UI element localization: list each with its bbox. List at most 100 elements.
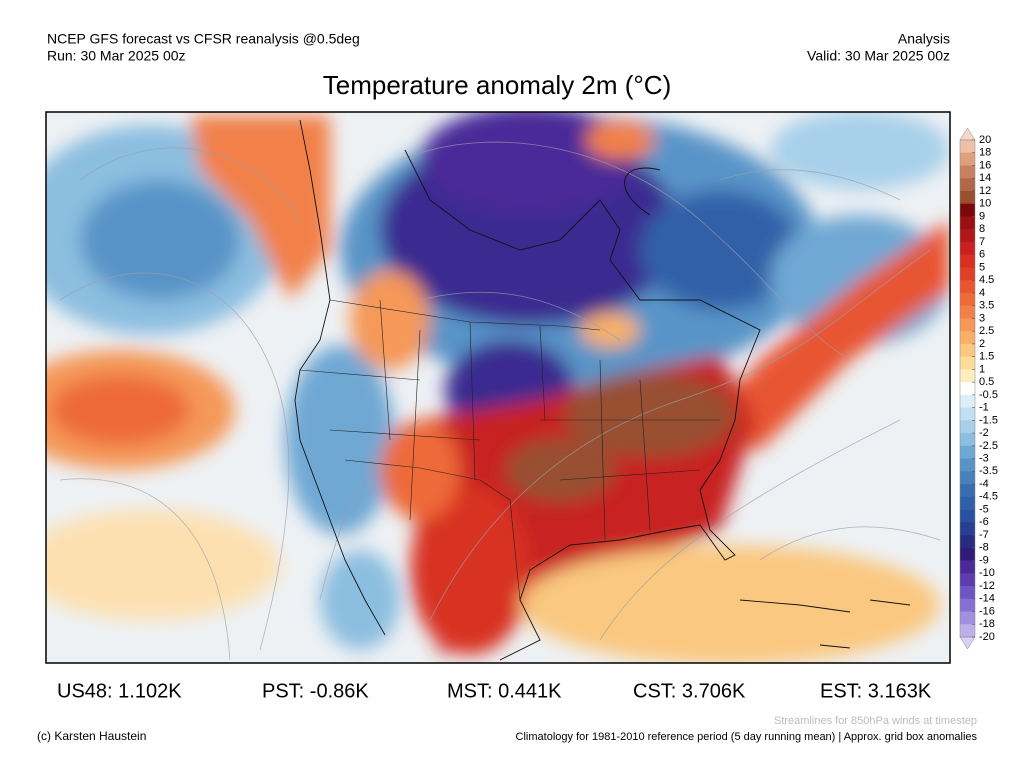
coastlines xyxy=(294,119,911,661)
colorbar-end xyxy=(959,636,976,650)
colorbar-label: 7 xyxy=(979,236,985,248)
colorbar-label: -16 xyxy=(979,605,995,617)
colorbar-swatch xyxy=(960,369,975,383)
colorbar-swatch xyxy=(960,611,975,625)
colorbar-swatch xyxy=(960,496,975,510)
colorbar-label: 10 xyxy=(979,198,991,210)
colorbar-label: -3 xyxy=(979,452,989,464)
colorbar-swatch xyxy=(960,586,975,600)
colorbar-end xyxy=(959,127,976,141)
colorbar-swatch xyxy=(960,535,975,549)
chart-title: Temperature anomaly 2m (°C) xyxy=(323,70,672,100)
colorbar-swatch xyxy=(960,445,975,459)
colorbar-label: 5 xyxy=(979,261,985,273)
header-right-1: Analysis xyxy=(898,31,950,47)
colorbar-swatch xyxy=(960,318,975,332)
colorbar-swatch xyxy=(960,394,975,408)
header-right-2: Valid: 30 Mar 2025 00z xyxy=(807,48,950,64)
colorbar-swatch xyxy=(960,292,975,306)
colorbar-label: 4.5 xyxy=(979,274,994,286)
colorbar-swatch xyxy=(960,624,975,638)
colorbar-swatch xyxy=(960,420,975,434)
colorbar-swatch xyxy=(960,305,975,319)
colorbar-label: -14 xyxy=(979,593,995,605)
colorbar-swatch xyxy=(960,484,975,498)
colorbar-swatch xyxy=(960,203,975,217)
colorbar-label: 2.5 xyxy=(979,325,994,337)
colorbar-label: -4 xyxy=(979,478,989,490)
colorbar-label: 1.5 xyxy=(979,351,994,363)
streamlines xyxy=(59,141,941,661)
colorbar-label: -1.5 xyxy=(979,414,998,426)
colorbar-label: -7 xyxy=(979,529,989,541)
colorbar-swatch xyxy=(960,140,975,154)
colorbar-swatch xyxy=(960,522,975,536)
stat-mst: MST: 0.441K xyxy=(447,680,562,702)
colorbar-swatch xyxy=(960,343,975,357)
colorbar-label: 2 xyxy=(979,338,985,350)
colorbar-swatch xyxy=(960,229,975,243)
colorbar-swatch xyxy=(960,178,975,192)
colorbar-label: -3.5 xyxy=(979,465,998,477)
colorbar-label: -12 xyxy=(979,580,995,592)
colorbar-swatch xyxy=(960,407,975,421)
streamlines-note: Streamlines for 850hPa winds at timestep xyxy=(774,715,977,727)
colorbar-label: -20 xyxy=(979,631,995,643)
colorbar-label: 16 xyxy=(979,159,991,171)
header-left-2: Run: 30 Mar 2025 00z xyxy=(47,48,186,64)
colorbar-label: 9 xyxy=(979,210,985,222)
colorbar-label: 1 xyxy=(979,363,985,375)
colorbar-label: 6 xyxy=(979,249,985,261)
colorbar-swatch xyxy=(960,165,975,179)
colorbar-swatch xyxy=(960,471,975,485)
colorbar-label: -10 xyxy=(979,567,995,579)
colorbar-frame xyxy=(959,139,976,638)
colorbar-label: 14 xyxy=(979,172,991,184)
colorbar-swatch xyxy=(960,216,975,230)
borders xyxy=(299,299,720,601)
colorbar-swatch xyxy=(960,382,975,396)
colorbar-label: 12 xyxy=(979,185,991,197)
stat-pst: PST: -0.86K xyxy=(262,680,369,702)
colorbar-swatch xyxy=(960,356,975,370)
colorbar-label: 20 xyxy=(979,134,991,146)
colorbar-swatch xyxy=(960,598,975,612)
stat-est: EST: 3.163K xyxy=(820,680,932,702)
map xyxy=(46,112,950,663)
stat-us48: US48: 1.102K xyxy=(57,680,182,702)
colorbar-label: -2 xyxy=(979,427,989,439)
colorbar-swatch xyxy=(960,267,975,281)
colorbar-swatch xyxy=(960,152,975,166)
colorbar-label: 18 xyxy=(979,147,991,159)
colorbar-swatch xyxy=(960,190,975,205)
colorbar-label: 0.5 xyxy=(979,376,994,388)
colorbar-label: 3 xyxy=(979,312,985,324)
colorbar-label: -0.5 xyxy=(979,389,998,401)
colorbar-swatch xyxy=(960,509,975,523)
colorbar-label: -6 xyxy=(979,516,989,528)
map-frame xyxy=(45,111,951,664)
colorbar-swatch xyxy=(960,433,975,447)
climatology-note: Climatology for 1981-2010 reference peri… xyxy=(516,731,978,743)
colorbar-swatch xyxy=(960,560,975,574)
colorbar-label: -1 xyxy=(979,402,989,414)
colorbar-label: -4.5 xyxy=(979,491,998,503)
colorbar-swatch xyxy=(960,458,975,472)
colorbar-label: -18 xyxy=(979,618,995,630)
colorbar-swatch xyxy=(960,254,975,268)
colorbar: 201816141210987654.543.532.521.510.5-0.5… xyxy=(959,127,998,650)
stat-cst: CST: 3.706K xyxy=(633,680,746,702)
colorbar-label: 8 xyxy=(979,223,985,235)
header-left-1: NCEP GFS forecast vs CFSR reanalysis @0.… xyxy=(47,31,360,47)
colorbar-label: -5 xyxy=(979,503,989,515)
colorbar-label: 4 xyxy=(979,287,985,299)
colorbar-label: 3.5 xyxy=(979,300,994,312)
colorbar-swatch xyxy=(960,547,975,561)
copyright: (c) Karsten Haustein xyxy=(37,729,146,743)
colorbar-label: -9 xyxy=(979,554,989,566)
colorbar-swatch xyxy=(960,573,975,587)
colorbar-swatch xyxy=(960,241,975,255)
colorbar-swatch xyxy=(960,280,975,294)
